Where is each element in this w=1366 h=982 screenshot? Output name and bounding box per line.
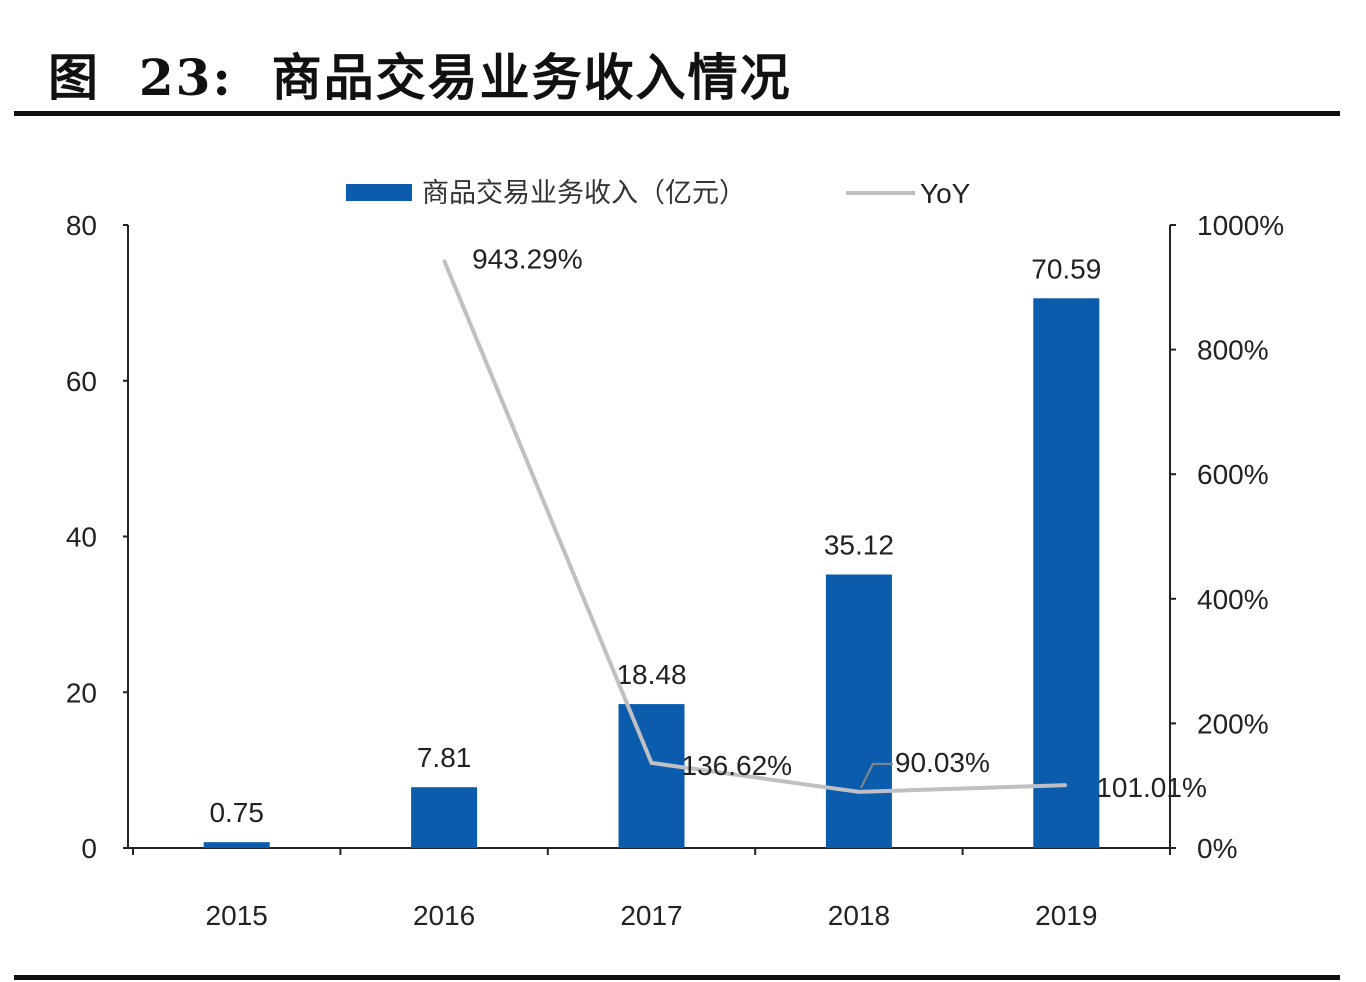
yoy-data-label: 943.29% bbox=[472, 243, 583, 274]
yoy-point-2018 bbox=[857, 790, 860, 793]
bar-data-label: 18.48 bbox=[616, 659, 686, 690]
bar-data-label: 35.12 bbox=[824, 530, 894, 561]
bar-data-label: 7.81 bbox=[417, 742, 472, 773]
yoy-data-label: 136.62% bbox=[682, 750, 793, 781]
right-tick-label: 200% bbox=[1197, 708, 1269, 739]
yoy-label-leader bbox=[860, 762, 893, 789]
bar-data-label: 70.59 bbox=[1031, 253, 1101, 284]
top-rule bbox=[14, 111, 1340, 116]
right-tick-label: 400% bbox=[1197, 584, 1269, 615]
legend-bar-label: 商品交易业务收入（亿元） bbox=[422, 178, 746, 209]
bar-2017 bbox=[618, 704, 685, 848]
left-tick-label: 40 bbox=[66, 522, 97, 553]
yoy-point-2017 bbox=[650, 761, 653, 764]
left-tick-label: 0 bbox=[81, 833, 97, 864]
bar-2019 bbox=[1033, 298, 1100, 848]
bar-2015 bbox=[203, 842, 270, 848]
x-tick-label: 2019 bbox=[1035, 900, 1097, 931]
right-tick-label: 800% bbox=[1197, 335, 1269, 366]
legend-line-label: YoY bbox=[920, 178, 971, 209]
bar-data-label: 0.75 bbox=[209, 797, 264, 828]
left-tick-label: 60 bbox=[66, 366, 97, 397]
bottom-rule bbox=[14, 975, 1340, 980]
right-tick-label: 1000% bbox=[1197, 210, 1284, 241]
yoy-data-label: 90.03% bbox=[895, 747, 990, 778]
x-tick-label: 2017 bbox=[620, 900, 682, 931]
left-tick-label: 80 bbox=[66, 210, 97, 241]
x-tick-label: 2015 bbox=[206, 900, 268, 931]
right-tick-label: 600% bbox=[1197, 459, 1269, 490]
x-tick-label: 2018 bbox=[828, 900, 890, 931]
yoy-line bbox=[442, 259, 1067, 794]
figure-title: 图 23: 商品交易业务收入情况 bbox=[48, 48, 792, 107]
legend-bar-swatch bbox=[346, 184, 412, 201]
yoy-point-2019 bbox=[1065, 784, 1068, 787]
right-tick-label: 0% bbox=[1197, 833, 1237, 864]
yoy-data-label: 101.01% bbox=[1096, 772, 1207, 803]
yoy-point-2016 bbox=[443, 259, 446, 262]
bar-2016 bbox=[411, 787, 478, 848]
left-tick-label: 20 bbox=[66, 677, 97, 708]
x-tick-label: 2016 bbox=[413, 900, 475, 931]
bar-2018 bbox=[825, 574, 892, 848]
